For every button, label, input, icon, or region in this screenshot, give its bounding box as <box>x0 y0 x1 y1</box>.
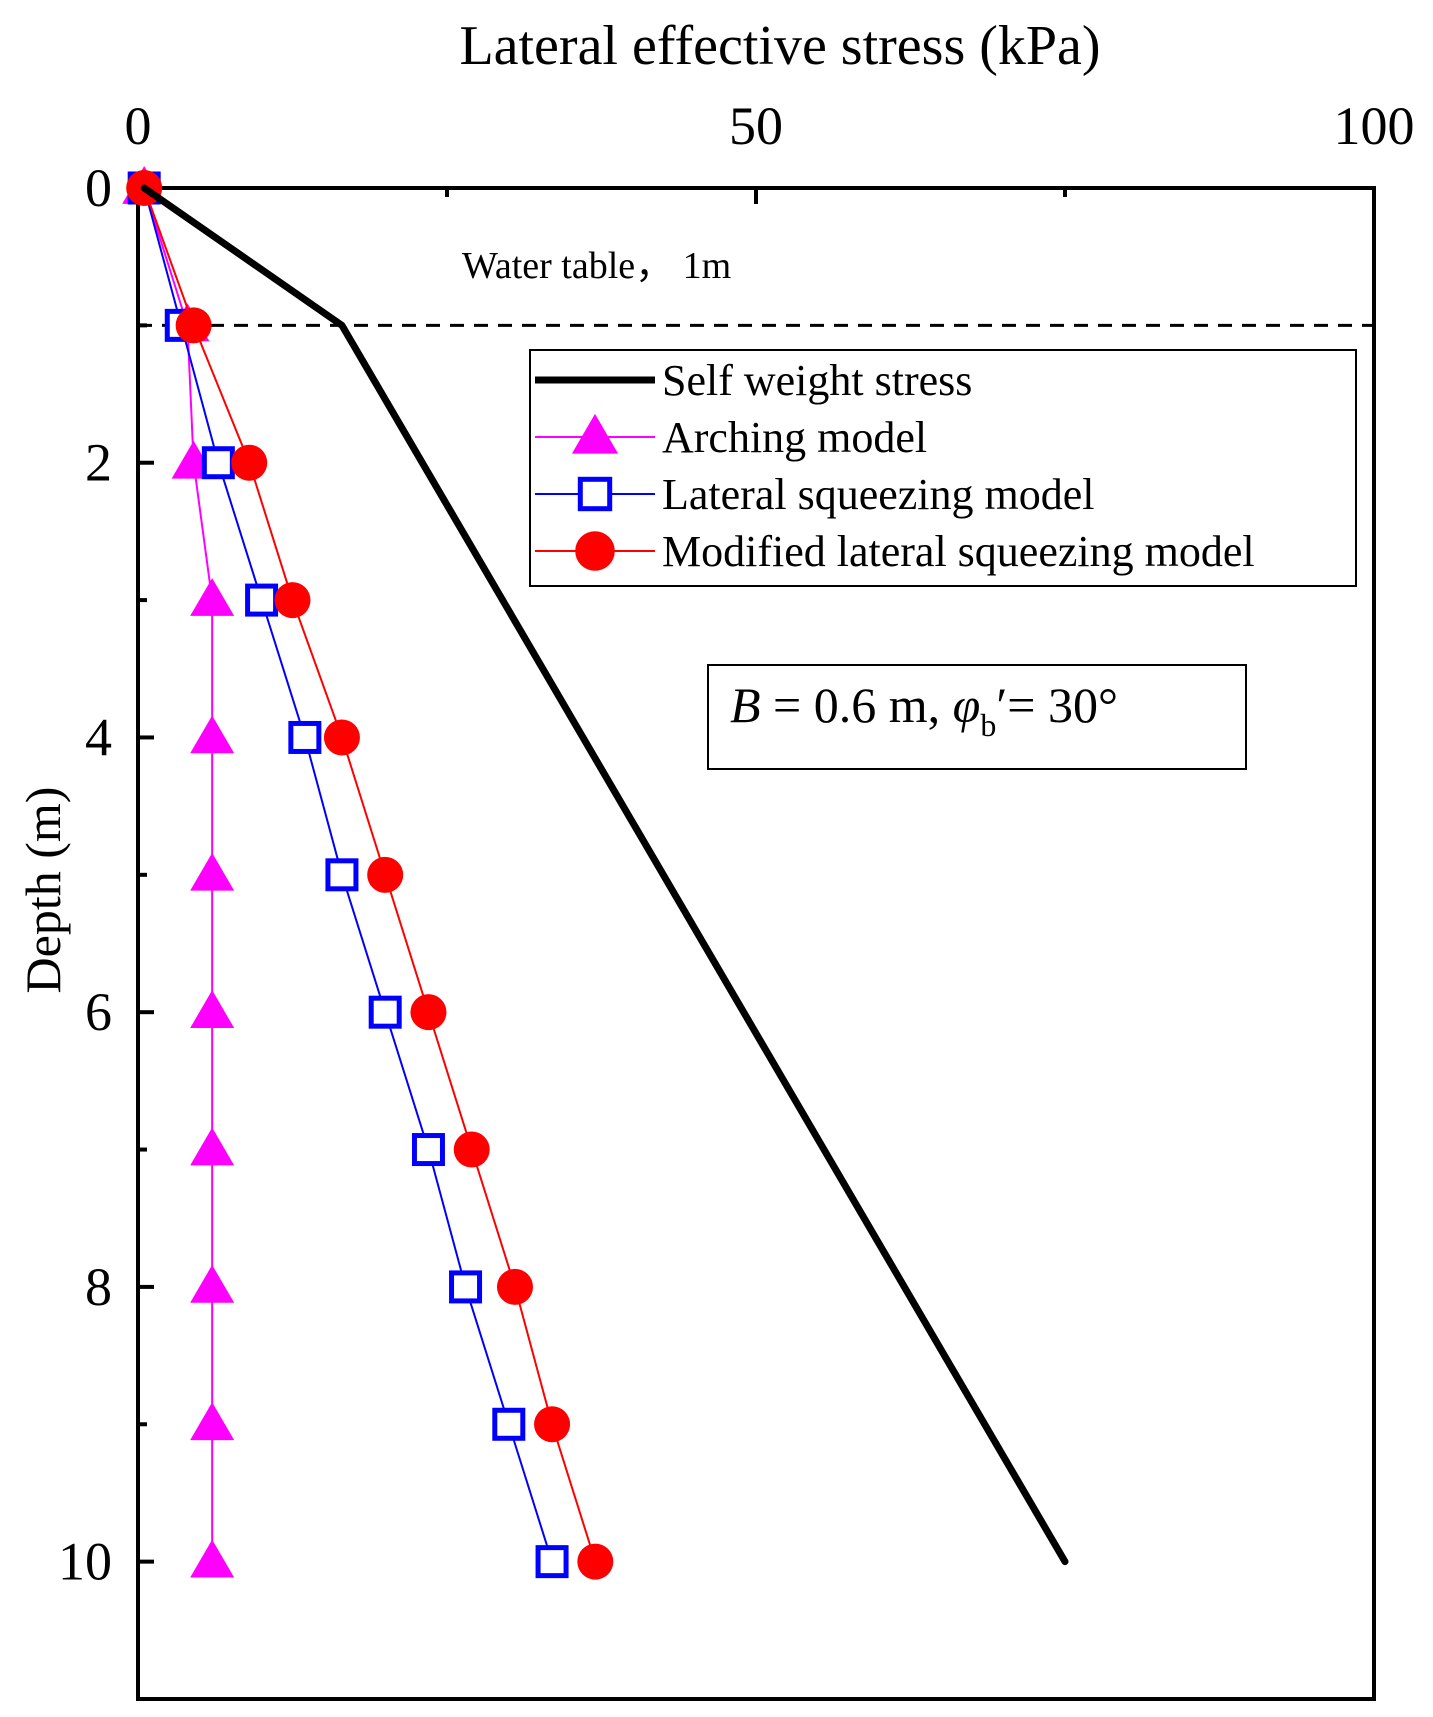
data-point <box>274 582 311 619</box>
data-point <box>367 856 404 893</box>
x-axis-title: Lateral effective stress (kPa) <box>459 15 1100 77</box>
phi-subscript: b <box>980 707 996 743</box>
data-point <box>190 1539 235 1578</box>
data-point <box>190 1127 235 1166</box>
data-point <box>535 1545 569 1579</box>
y-tick-label: 0 <box>85 158 112 218</box>
series-layer <box>122 166 1069 1580</box>
y-tick-label: 10 <box>58 1532 112 1592</box>
x-tick-label: 50 <box>729 96 783 156</box>
legend-label: Lateral squeezing model <box>662 470 1094 519</box>
data-point <box>190 852 235 891</box>
data-point <box>231 444 268 481</box>
data-point <box>411 1133 445 1167</box>
data-point <box>496 1268 533 1305</box>
water-table-label: Water table， 1m <box>462 245 731 287</box>
data-point <box>190 578 235 616</box>
legend-marker <box>577 476 613 512</box>
legend-label: Modified lateral squeezing model <box>662 527 1255 576</box>
data-point <box>325 858 359 892</box>
data-point <box>245 583 279 617</box>
data-point <box>190 715 235 754</box>
legend-box <box>529 349 1357 587</box>
y-tick-label: 2 <box>85 433 112 493</box>
series-line <box>140 184 1069 1566</box>
legend-marker <box>571 413 619 454</box>
b-symbol: B <box>730 677 761 733</box>
legend-item: Arching model <box>535 413 927 462</box>
data-point <box>492 1407 526 1441</box>
legend-marker <box>575 531 615 571</box>
parameter-box: B = 0.6 m, φb′= 30° <box>707 664 1247 770</box>
data-point <box>449 1270 483 1304</box>
legend-item: Self weight stress <box>535 356 972 405</box>
legend-item: Modified lateral squeezing model <box>535 527 1255 576</box>
data-point <box>175 307 212 344</box>
data-point <box>577 1543 614 1580</box>
phi-symbol: φ <box>953 677 981 733</box>
series-self-weight-stress <box>140 184 1069 1566</box>
parameter-text: B = 0.6 m, φb′= 30° <box>730 677 1118 743</box>
phi-rest: ′= 30° <box>996 677 1118 733</box>
data-point <box>288 720 322 754</box>
series-modified-lateral-squeezing-model <box>126 170 614 1580</box>
data-point <box>368 995 402 1029</box>
y-tick-label: 6 <box>85 982 112 1042</box>
data-point <box>534 1406 571 1443</box>
legend-label: Self weight stress <box>662 356 972 405</box>
data-point <box>323 719 360 756</box>
x-tick-label: 100 <box>1334 96 1415 156</box>
legend-label: Arching model <box>662 413 927 462</box>
y-tick-label: 4 <box>85 707 112 767</box>
y-axis-title: Depth (m) <box>15 787 71 994</box>
data-point <box>410 994 447 1031</box>
data-point <box>453 1131 490 1168</box>
data-point <box>201 446 235 480</box>
data-point <box>190 1264 235 1303</box>
series-lateral-squeezing-model <box>127 171 569 1579</box>
y-tick-label: 8 <box>85 1257 112 1317</box>
legend: Self weight stress Arching model Lateral s… <box>529 349 1357 587</box>
legend-item: Lateral squeezing model <box>535 470 1094 519</box>
parameter-box-frame <box>707 664 1247 770</box>
b-value: = 0.6 m, <box>761 677 953 733</box>
axis-ticks: 0 50 100 0 2 4 6 8 10 <box>58 96 1415 1592</box>
x-tick-label: 0 <box>125 96 152 156</box>
data-point <box>190 990 235 1029</box>
data-point <box>190 1402 235 1441</box>
